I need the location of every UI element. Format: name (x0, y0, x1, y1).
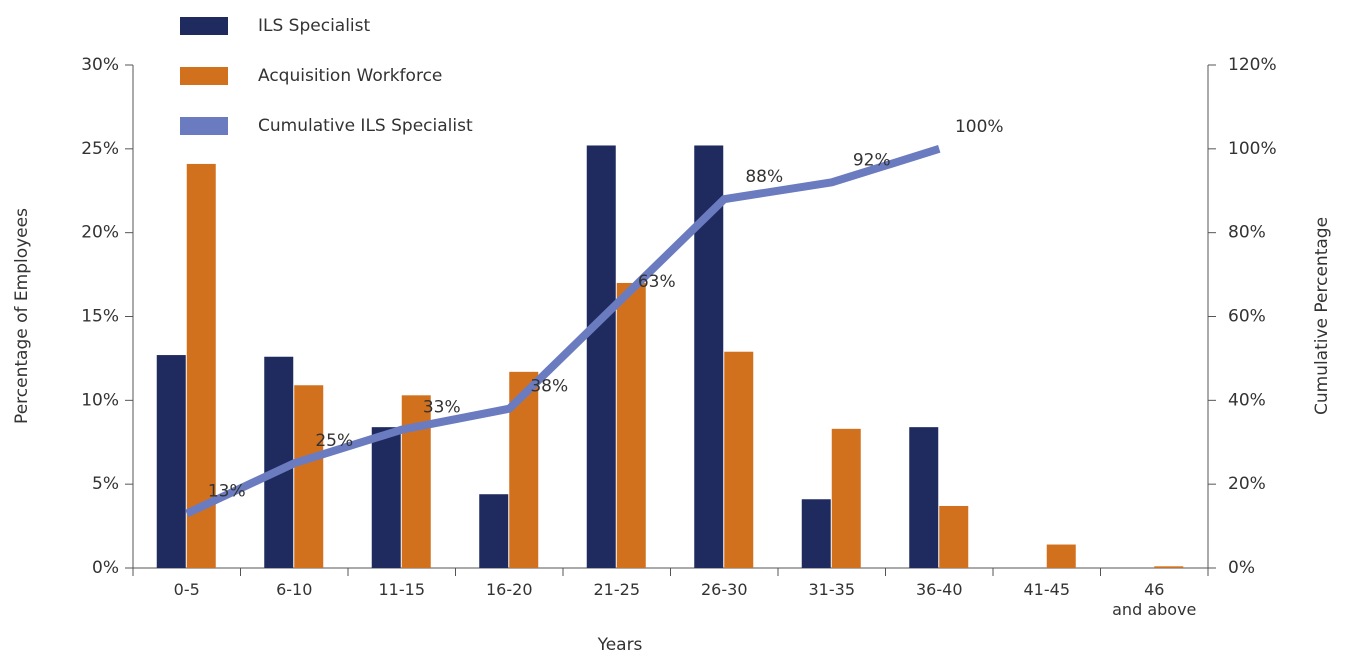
x-tick-label: 46 and above (1112, 580, 1197, 619)
x-axis-title: Years (597, 635, 643, 655)
x-tick-label: 6-10 (276, 580, 313, 599)
bar (294, 385, 324, 568)
x-tick-label: 31-35 (808, 580, 856, 599)
bar (801, 499, 831, 568)
data-label: 100% (955, 117, 1004, 137)
y2-tick-label: 0% (1228, 558, 1255, 578)
bar (371, 427, 401, 568)
data-label: 33% (423, 398, 461, 418)
y-tick-label: 15% (81, 307, 119, 327)
y2-tick-label: 40% (1228, 390, 1266, 410)
x-tick-label-box: 11-15 (378, 580, 426, 599)
bar (1154, 566, 1184, 568)
y2-tick-label: 60% (1228, 307, 1266, 327)
x-tick-label-box: 0-5 (173, 580, 200, 599)
y-tick-label: 0% (92, 558, 119, 578)
x-tick-label: 0-5 (173, 580, 200, 599)
x-tick-label-box: 16-20 (486, 580, 533, 599)
data-label: 92% (853, 150, 891, 170)
x-tick-label: 41-45 (1023, 580, 1071, 599)
data-label: 25% (315, 431, 353, 451)
legend-swatch (180, 17, 228, 35)
y2-tick-label: 80% (1228, 223, 1266, 243)
x-tick-label: 21-25 (593, 580, 641, 599)
y-tick-label: 25% (81, 139, 119, 159)
x-tick-label: 11-15 (378, 580, 426, 599)
y2-tick-label: 100% (1228, 139, 1277, 159)
legend-swatch (180, 67, 228, 85)
x-tick-label-box: 31-35 (808, 580, 856, 599)
bar (831, 428, 861, 568)
x-tick-label: 16-20 (486, 580, 533, 599)
legend-swatch (180, 117, 228, 135)
x-tick-label-box: 6-10 (276, 580, 313, 599)
x-tick-label-box: 36-40 (916, 580, 963, 599)
x-tick-label: 26-30 (701, 580, 748, 599)
bar (909, 427, 939, 568)
bar (586, 145, 616, 569)
data-label: 63% (638, 272, 676, 292)
y-axis-title: Percentage of Employees (12, 208, 32, 424)
bar (479, 494, 509, 568)
x-tick-label-box: 26-30 (701, 580, 748, 599)
bar (616, 282, 646, 568)
x-tick-label-box: 46 and above (1112, 580, 1197, 619)
data-label: 38% (530, 377, 568, 397)
legend-label: Acquisition Workforce (258, 66, 442, 86)
x-tick-label: 36-40 (916, 580, 963, 599)
bar (1046, 544, 1076, 568)
y-tick-label: 30% (81, 55, 119, 75)
bar (939, 505, 969, 568)
bar (724, 351, 754, 568)
y-tick-label: 20% (81, 223, 119, 243)
y2-tick-label: 20% (1228, 474, 1266, 494)
bar (156, 355, 186, 568)
data-label: 13% (208, 482, 246, 502)
y2-axis-title: Cumulative Percentage (1312, 217, 1332, 415)
y-tick-label: 5% (92, 474, 119, 494)
x-tick-label-box: 41-45 (1023, 580, 1071, 599)
legend-label: Cumulative ILS Specialist (258, 116, 473, 136)
line (185, 145, 941, 518)
x-tick-label-box: 21-25 (593, 580, 641, 599)
data-label: 88% (745, 167, 783, 187)
y-tick-label: 10% (81, 390, 119, 410)
y2-tick-label: 120% (1228, 55, 1277, 75)
legend-label: ILS Specialist (258, 16, 371, 36)
